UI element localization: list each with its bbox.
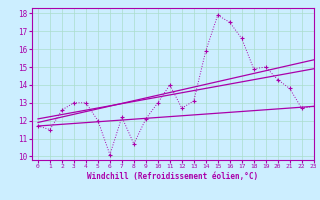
X-axis label: Windchill (Refroidissement éolien,°C): Windchill (Refroidissement éolien,°C): [87, 172, 258, 181]
